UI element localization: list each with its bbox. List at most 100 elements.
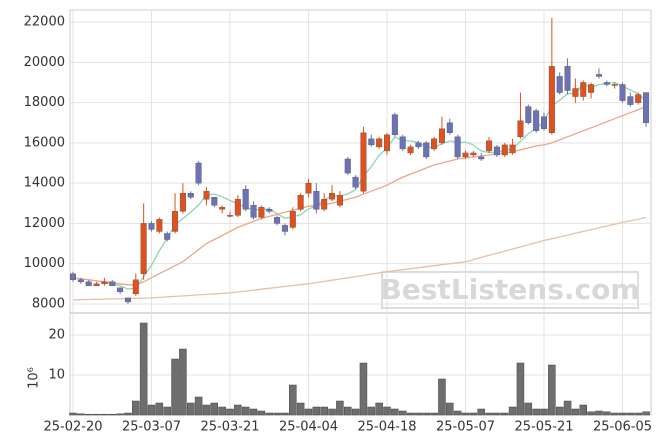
candle-body	[234, 199, 241, 216]
candle-body	[336, 195, 343, 206]
candle-body	[635, 94, 642, 103]
volume-bar	[430, 412, 438, 416]
volume-bar	[336, 400, 344, 416]
volume-bar	[69, 412, 77, 416]
candle-body	[431, 138, 438, 150]
candle-body	[132, 279, 139, 295]
y-tick-label: 16000	[24, 135, 65, 150]
volume-bar	[375, 402, 383, 416]
x-tick-label: 25-02-20	[43, 420, 102, 435]
candle-body	[329, 193, 336, 200]
candle-body	[572, 88, 579, 97]
candle-body	[580, 82, 587, 97]
volume-bar	[210, 402, 219, 416]
volume-bar	[634, 412, 642, 416]
x-tick-label: 25-03-07	[122, 420, 181, 435]
candle-body	[250, 205, 257, 218]
volume-bar	[194, 396, 203, 416]
candle-body	[85, 281, 92, 287]
candle-body	[391, 114, 398, 136]
candle-body	[140, 223, 147, 274]
candle-body	[533, 110, 540, 131]
volume-bar	[226, 408, 234, 416]
candle-body	[486, 140, 493, 152]
volume-bar	[147, 404, 156, 416]
x-tick-label: 25-04-04	[279, 420, 338, 435]
candle-body	[627, 96, 634, 105]
volume-bar	[508, 406, 517, 416]
moving-average-line	[72, 105, 647, 286]
candle-body	[595, 74, 602, 77]
volume-bar	[563, 400, 572, 416]
volume-bar	[603, 411, 611, 416]
moving-average-line	[72, 216, 647, 301]
candle-body	[289, 211, 296, 228]
volume-bar	[359, 362, 368, 416]
candle-body	[281, 225, 288, 232]
x-tick-label: 25-03-21	[200, 420, 259, 435]
candle-body	[643, 92, 650, 123]
volume-bar	[485, 412, 493, 416]
volume-bar	[626, 412, 635, 416]
candle-body	[124, 297, 131, 303]
candle-body	[109, 281, 116, 287]
volume-bar	[351, 408, 360, 416]
x-tick-label: 25-05-21	[514, 420, 573, 435]
volume-bar	[642, 411, 650, 416]
candle-body	[321, 199, 328, 210]
candle-body	[211, 197, 218, 206]
x-tick-label: 25-06-05	[593, 420, 652, 435]
volume-bar	[469, 412, 478, 416]
volume-bar	[289, 384, 297, 416]
candle-body	[172, 211, 179, 232]
candle-body	[548, 66, 555, 134]
volume-bar	[77, 413, 85, 416]
candle-body	[407, 146, 414, 154]
volume-bar	[132, 400, 140, 416]
volume-bar	[446, 402, 454, 416]
volume-bar	[438, 378, 446, 416]
candle-body	[454, 136, 461, 158]
candle-body	[423, 142, 430, 158]
volume-bar	[202, 404, 211, 416]
candle-body	[77, 279, 84, 282]
y-tick-label: 18000	[24, 95, 65, 110]
plot-frame	[69, 9, 652, 416]
candle-body	[219, 207, 226, 210]
volume-bar	[124, 412, 132, 416]
y-tick-label: 8000	[32, 296, 65, 311]
candle-body	[611, 84, 618, 86]
volume-bar	[367, 406, 376, 416]
candle-body	[258, 207, 265, 218]
volume-bar	[587, 411, 595, 416]
volume-bar	[524, 402, 533, 416]
y-tick-label: 12000	[24, 216, 65, 231]
candle-body	[93, 283, 100, 287]
candle-body	[297, 195, 304, 210]
candle-body	[368, 138, 375, 146]
volume-bar	[139, 322, 148, 416]
x-tick-label: 25-04-18	[357, 420, 416, 435]
candle-body	[148, 223, 155, 230]
volume-bar	[179, 348, 187, 416]
candle-body	[438, 128, 445, 144]
volume-bar	[477, 408, 485, 416]
volume-bar	[328, 408, 336, 416]
volume-bar	[304, 408, 313, 416]
candle-body	[203, 190, 210, 200]
y-tick-label: 14000	[24, 176, 65, 191]
volume-bar	[406, 412, 415, 416]
candle-body	[69, 273, 76, 280]
volume-bar	[595, 410, 603, 416]
volume-bar	[548, 364, 556, 416]
candle-body	[588, 84, 595, 93]
volume-bar	[84, 413, 93, 416]
volume-bar	[540, 408, 548, 416]
candle-body	[305, 182, 312, 194]
volume-bar	[493, 412, 501, 416]
candle-body	[470, 152, 477, 156]
candle-body	[360, 132, 367, 192]
candle-body	[501, 144, 508, 156]
candle-body	[179, 193, 186, 212]
